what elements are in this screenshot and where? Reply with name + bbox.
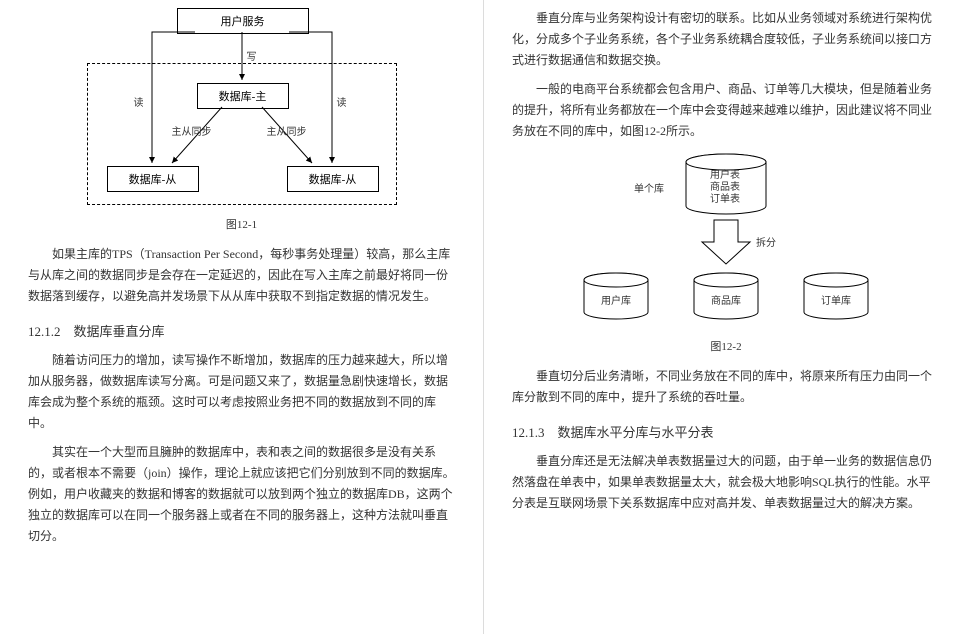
- node-db-master: 数据库-主: [197, 83, 289, 109]
- paragraph: 随着访问压力的增加，读写操作不断增加，数据库的压力越来越大，所以增加从服务器，做…: [28, 350, 455, 434]
- figure-caption-2: 图12-2: [512, 338, 940, 354]
- single-db-label: 单个库: [634, 180, 664, 195]
- section-heading-12-1-2: 12.1.2 数据库垂直分库: [28, 321, 455, 340]
- split-arrow-label: 拆分: [756, 234, 776, 249]
- figure-caption-1: 图12-1: [28, 216, 455, 232]
- edge-label-read-left: 读: [134, 94, 144, 109]
- top-cylinder-lines: 用户表 商品表 订单表: [710, 170, 740, 206]
- paragraph: 如果主库的TPS（Transaction Per Second，每秒事务处理量）…: [28, 244, 455, 307]
- diagram-12-2: 单个库 用户表 商品表 订单表 拆分 用户库 商品库 订单库: [556, 150, 896, 330]
- node-db-slave-left: 数据库-从: [107, 166, 199, 192]
- cyl-line: 订单表: [710, 194, 740, 206]
- right-column: 垂直分库与业务架构设计有密切的联系。比如从业务领域对系统进行架构优化，分成多个子…: [484, 0, 968, 634]
- section-heading-12-1-3: 12.1.3 数据库水平分库与水平分表: [512, 422, 940, 441]
- paragraph: 其实在一个大型而且臃肿的数据库中，表和表之间的数据很多是没有关系的，或者根本不需…: [28, 442, 455, 547]
- cyl-a-label: 用户库: [601, 292, 631, 307]
- diagram-12-1: 用户服务 数据库-主 数据库-从 数据库-从: [87, 8, 397, 208]
- paragraph: 垂直分库与业务架构设计有密切的联系。比如从业务领域对系统进行架构优化，分成多个子…: [512, 8, 940, 71]
- node-label: 数据库-从: [129, 171, 177, 187]
- paragraph: 一般的电商平台系统都会包含用户、商品、订单等几大模块，但是随着业务的提升，将所有…: [512, 79, 940, 142]
- edge-label-write: 写: [247, 48, 257, 63]
- node-db-slave-right: 数据库-从: [287, 166, 379, 192]
- paragraph: 垂直切分后业务清晰，不同业务放在不同的库中，将原来所有压力由同一个库分散到不同的…: [512, 366, 940, 408]
- node-user-service: 用户服务: [177, 8, 309, 34]
- cyl-line: 用户表: [710, 170, 740, 182]
- cyl-line: 商品表: [710, 182, 740, 194]
- cyl-c-label: 订单库: [821, 292, 851, 307]
- edge-label-sync-right: 主从同步: [267, 123, 307, 138]
- cyl-b-label: 商品库: [711, 292, 741, 307]
- node-label: 用户服务: [221, 13, 265, 29]
- node-label: 数据库-主: [219, 88, 267, 104]
- edge-label-read-right: 读: [337, 94, 347, 109]
- paragraph: 垂直分库还是无法解决单表数据量过大的问题，由于单一业务的数据信息仍然落盘在单表中…: [512, 451, 940, 514]
- edge-label-sync-left: 主从同步: [172, 123, 212, 138]
- left-column: 用户服务 数据库-主 数据库-从 数据库-从: [0, 0, 484, 634]
- node-label: 数据库-从: [309, 171, 357, 187]
